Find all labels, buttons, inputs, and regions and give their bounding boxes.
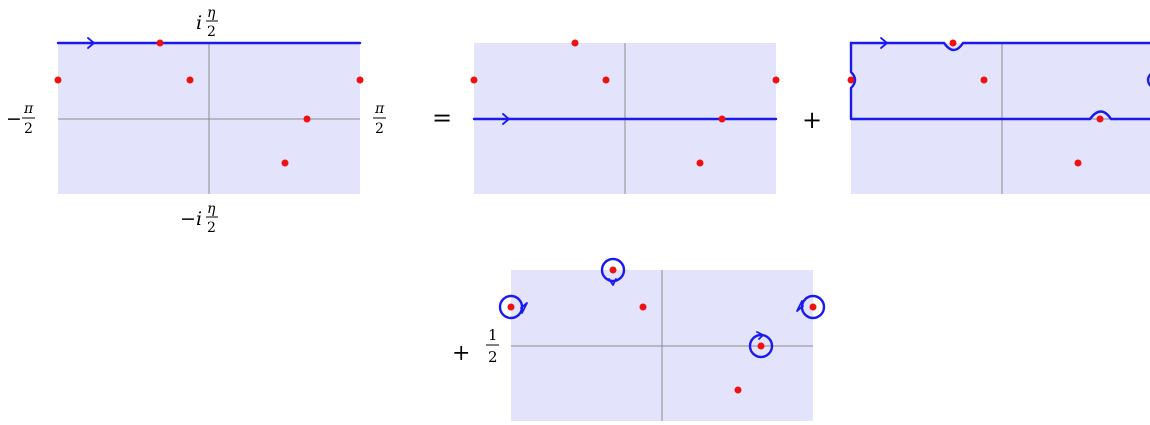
fraction-numerator: 1 [488, 326, 498, 344]
fraction-denominator: 2 [24, 121, 33, 137]
contour-direction-arrow [520, 302, 528, 314]
contour-right-detour [1146, 73, 1150, 87]
fraction-numerator: η [207, 5, 216, 21]
pole [757, 342, 765, 350]
label-top-i-eta-over-2: i η 2 [196, 5, 218, 40]
pole [847, 76, 855, 84]
pole [186, 76, 194, 84]
fraction-denominator: 2 [375, 121, 384, 137]
plus-sign: + [802, 106, 822, 134]
contour-direction-arrow [880, 37, 888, 49]
pole [1074, 159, 1082, 167]
pole [602, 76, 610, 84]
fraction-denominator: 2 [207, 220, 216, 236]
label-right-pi-over-2: π 2 [373, 101, 386, 137]
pole [718, 115, 726, 123]
label-left-minus-pi-over-2: − π 2 [6, 101, 35, 137]
panel-rectangle-contour [847, 37, 1150, 194]
minus-sign: − [180, 208, 196, 230]
pole [356, 76, 364, 84]
contour-rectangle-path [849, 41, 1150, 121]
label-bottom-minus-i-eta-over-2: − i η 2 [180, 201, 218, 236]
contour-direction-arrow [502, 113, 510, 125]
half-plus-sign: + 1 2 [452, 326, 499, 366]
fraction-numerator: η [207, 201, 216, 217]
minus-sign: − [6, 108, 22, 130]
pole [980, 76, 988, 84]
imag-unit: i [196, 208, 202, 230]
pole [772, 76, 780, 84]
imag-unit: i [196, 12, 202, 34]
pole [734, 386, 742, 394]
pole [1096, 115, 1104, 123]
pole [281, 159, 289, 167]
residue-circle [600, 257, 626, 283]
equals-sign: = [432, 104, 452, 132]
pole [571, 39, 579, 47]
pole [470, 76, 478, 84]
panel-real-axis-contour [470, 39, 780, 194]
plus-sign: + [452, 341, 470, 366]
pole [949, 39, 957, 47]
pole [303, 115, 311, 123]
contour-direction-arrow [608, 278, 617, 286]
pole [696, 159, 704, 167]
pole [609, 266, 617, 274]
pole [507, 303, 515, 311]
panel-residue-circles [498, 257, 826, 421]
contour-direction-arrow [756, 331, 764, 340]
pole [156, 39, 164, 47]
fraction-numerator: π [23, 101, 34, 117]
fraction-numerator: π [374, 101, 385, 117]
fraction-denominator: 2 [207, 24, 216, 40]
pole [639, 303, 647, 311]
contour-direction-arrow [87, 37, 95, 49]
fraction-denominator: 2 [488, 348, 498, 366]
pole [54, 76, 62, 84]
panel-original-contour: i η 2 − i η 2 − π 2 π 2 [6, 5, 386, 236]
pole [809, 303, 817, 311]
contour-direction-arrow [796, 300, 804, 312]
